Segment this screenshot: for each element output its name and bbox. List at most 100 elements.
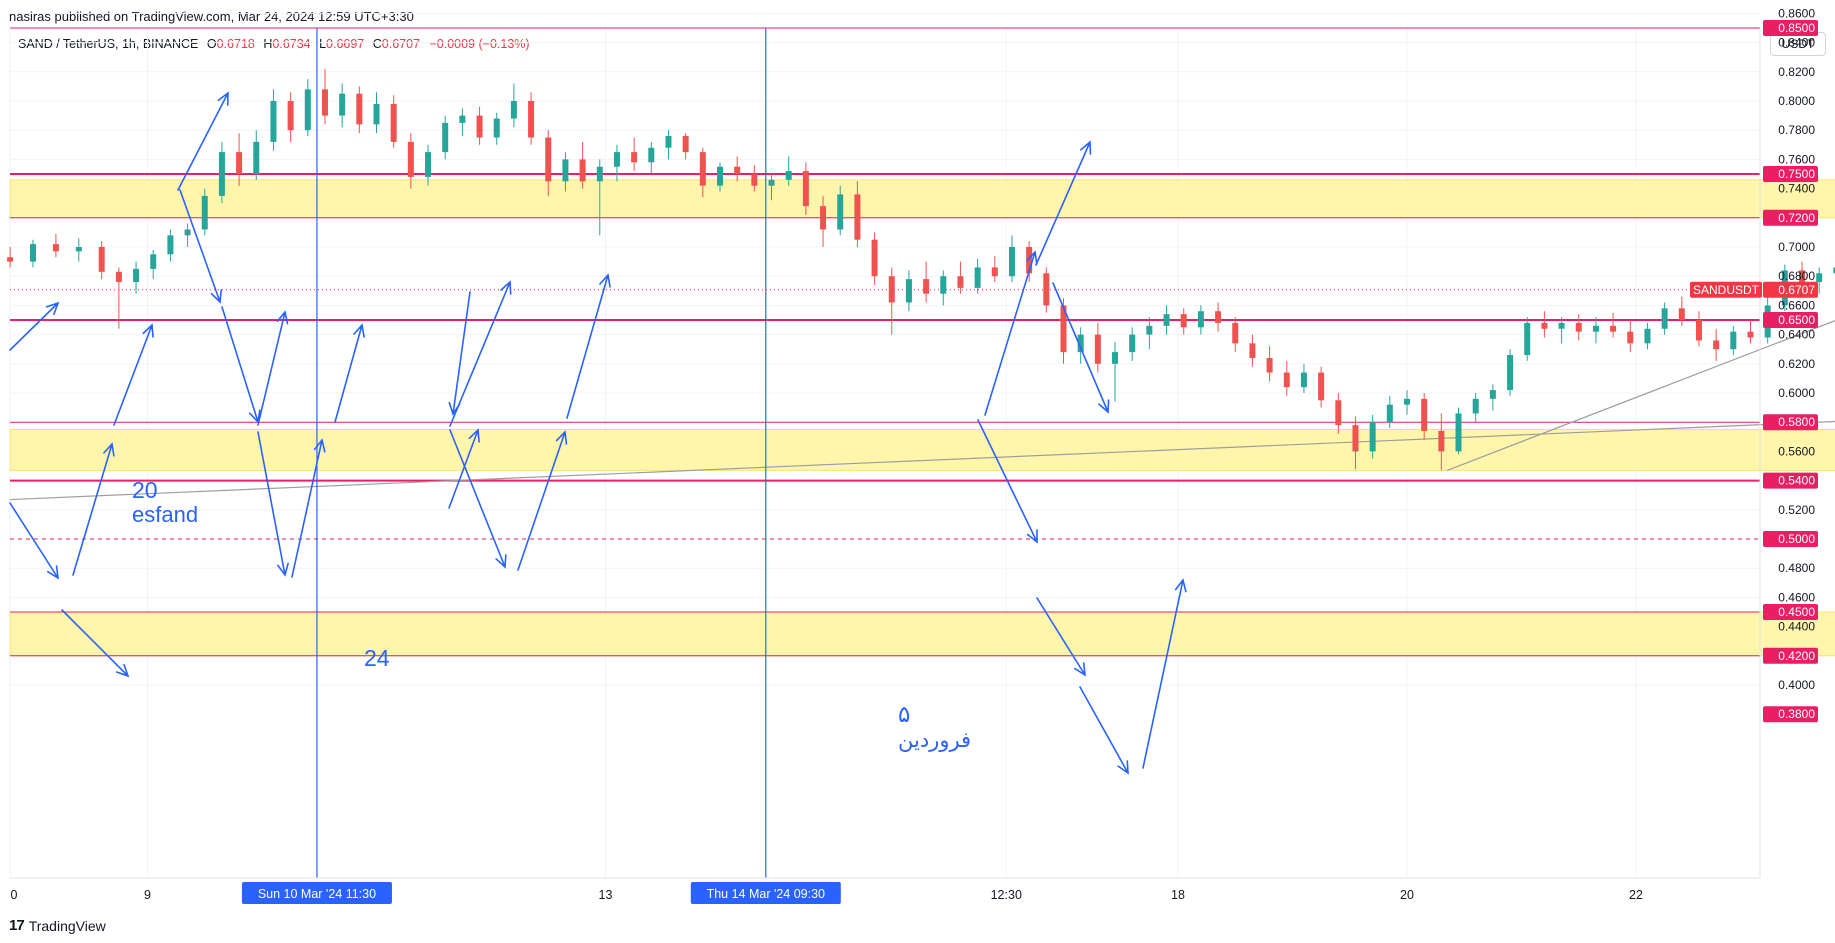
candle-body	[1232, 322, 1239, 344]
annotation-esfand: esfand	[132, 502, 198, 527]
vertical-markers	[316, 28, 767, 878]
projection-arrow	[221, 306, 261, 424]
candle-body	[184, 229, 191, 236]
candle-body	[1833, 267, 1835, 274]
zone-rect	[9, 429, 1835, 471]
symbol-price-badge	[1690, 281, 1762, 298]
price-tick-label: 0.8000	[1778, 94, 1815, 108]
projection-arrow	[449, 429, 507, 569]
candle-body	[218, 152, 225, 196]
candle-body	[1283, 372, 1290, 388]
candle-body	[201, 195, 208, 230]
price-tick-label: 0.7000	[1778, 240, 1815, 254]
candle-body	[253, 141, 260, 174]
level-price-badge	[1763, 706, 1818, 723]
candle-body	[751, 174, 758, 186]
candle-body	[1455, 413, 1462, 452]
time-marker-label: Sun 10 Mar '24 11:30	[258, 887, 376, 901]
candle-body	[1094, 334, 1101, 364]
candle-body	[1026, 247, 1033, 274]
time-marker-badge	[690, 882, 841, 904]
candle-body	[1575, 322, 1582, 332]
candle-body	[1524, 322, 1531, 356]
candle-body	[579, 159, 586, 182]
candle-body	[339, 93, 346, 116]
candle-body	[304, 89, 311, 131]
projection-arrow	[448, 291, 471, 416]
candle-body	[1146, 325, 1153, 335]
candle-body	[1747, 331, 1754, 338]
annotation-texts: 20 esfand 24 ۵ فروردین	[132, 477, 971, 752]
symbol-price-name: SANDUSDT	[1693, 283, 1760, 297]
tradingview-logo-icon: 17	[9, 917, 25, 934]
level-price-badge	[1763, 647, 1818, 664]
level-price-label: 0.5000	[1778, 532, 1815, 546]
level-price-badge	[1763, 531, 1818, 547]
candle-body	[442, 122, 449, 153]
annotation-24: 24	[364, 645, 390, 671]
candle-body	[957, 276, 964, 288]
price-tick-label: 0.7400	[1778, 182, 1815, 196]
candle-body	[133, 268, 140, 283]
level-price-badge	[1763, 604, 1818, 620]
high-value: 0.6734	[272, 37, 311, 51]
level-price-label: 0.4500	[1778, 605, 1815, 619]
level-price-label: 0.6500	[1778, 313, 1815, 327]
price-tick-label: 0.4600	[1778, 590, 1815, 604]
candle-body	[1404, 398, 1410, 405]
price-tick-label: 0.8400	[1778, 36, 1815, 50]
candle-body	[510, 101, 517, 119]
candle-body	[613, 152, 620, 167]
candle-body	[631, 152, 638, 163]
candle-body	[888, 276, 895, 303]
candle-body	[1008, 247, 1015, 277]
level-price-label: 0.7200	[1778, 211, 1815, 225]
candle-body	[820, 206, 827, 230]
candle-body	[287, 101, 294, 131]
level-price-label: 0.3800	[1778, 707, 1815, 721]
candle-body	[75, 247, 82, 252]
open-label: O	[206, 37, 217, 51]
candle-body	[1180, 314, 1187, 328]
time-tick-label: 13	[599, 888, 613, 902]
projection-arrow	[1052, 282, 1110, 414]
annotation-farvardin: فروردین	[898, 728, 971, 752]
candle-body	[476, 115, 483, 138]
publish-info: nasiras published on TradingView.com, Ma…	[9, 9, 414, 24]
price-tick-label: 0.6000	[1778, 386, 1815, 400]
candle-body	[734, 166, 741, 174]
projection-arrow	[977, 419, 1038, 544]
open-value: 0.6718	[216, 37, 255, 51]
candle-body	[1695, 320, 1702, 341]
candle-body	[373, 103, 380, 125]
candle-body	[150, 254, 157, 269]
trendlines	[10, 320, 1835, 501]
current-price-badge	[1763, 281, 1818, 298]
time-tick-label: 18	[1171, 888, 1185, 902]
symbol-label[interactable]: SAND / TetherUS, 1h, BINANCE	[18, 37, 199, 51]
candle-body	[1386, 404, 1393, 423]
projection-arrow	[1142, 578, 1187, 769]
projection-arrow	[257, 431, 289, 577]
level-price-badge	[1763, 414, 1818, 431]
candle-body	[699, 152, 706, 186]
candle-body	[1197, 311, 1204, 328]
candle-body	[1799, 270, 1806, 283]
price-tick-label: 0.6400	[1778, 328, 1815, 342]
candle-body	[390, 103, 397, 142]
projection-arrow	[517, 430, 568, 571]
price-tick-label: 0.8200	[1778, 65, 1815, 79]
candle-body	[1644, 328, 1651, 344]
candle-body	[1713, 340, 1720, 350]
level-price-label: 0.8500	[1778, 21, 1815, 35]
candle-body	[425, 152, 432, 177]
candle-body	[1541, 322, 1548, 329]
candle-body	[940, 276, 947, 294]
price-tick-label: 0.6600	[1778, 298, 1815, 312]
candle-body	[1816, 273, 1823, 283]
candle-body	[7, 257, 14, 262]
support-resistance-zones	[9, 179, 1835, 657]
candle-body	[115, 271, 122, 283]
candle-body	[837, 194, 844, 230]
